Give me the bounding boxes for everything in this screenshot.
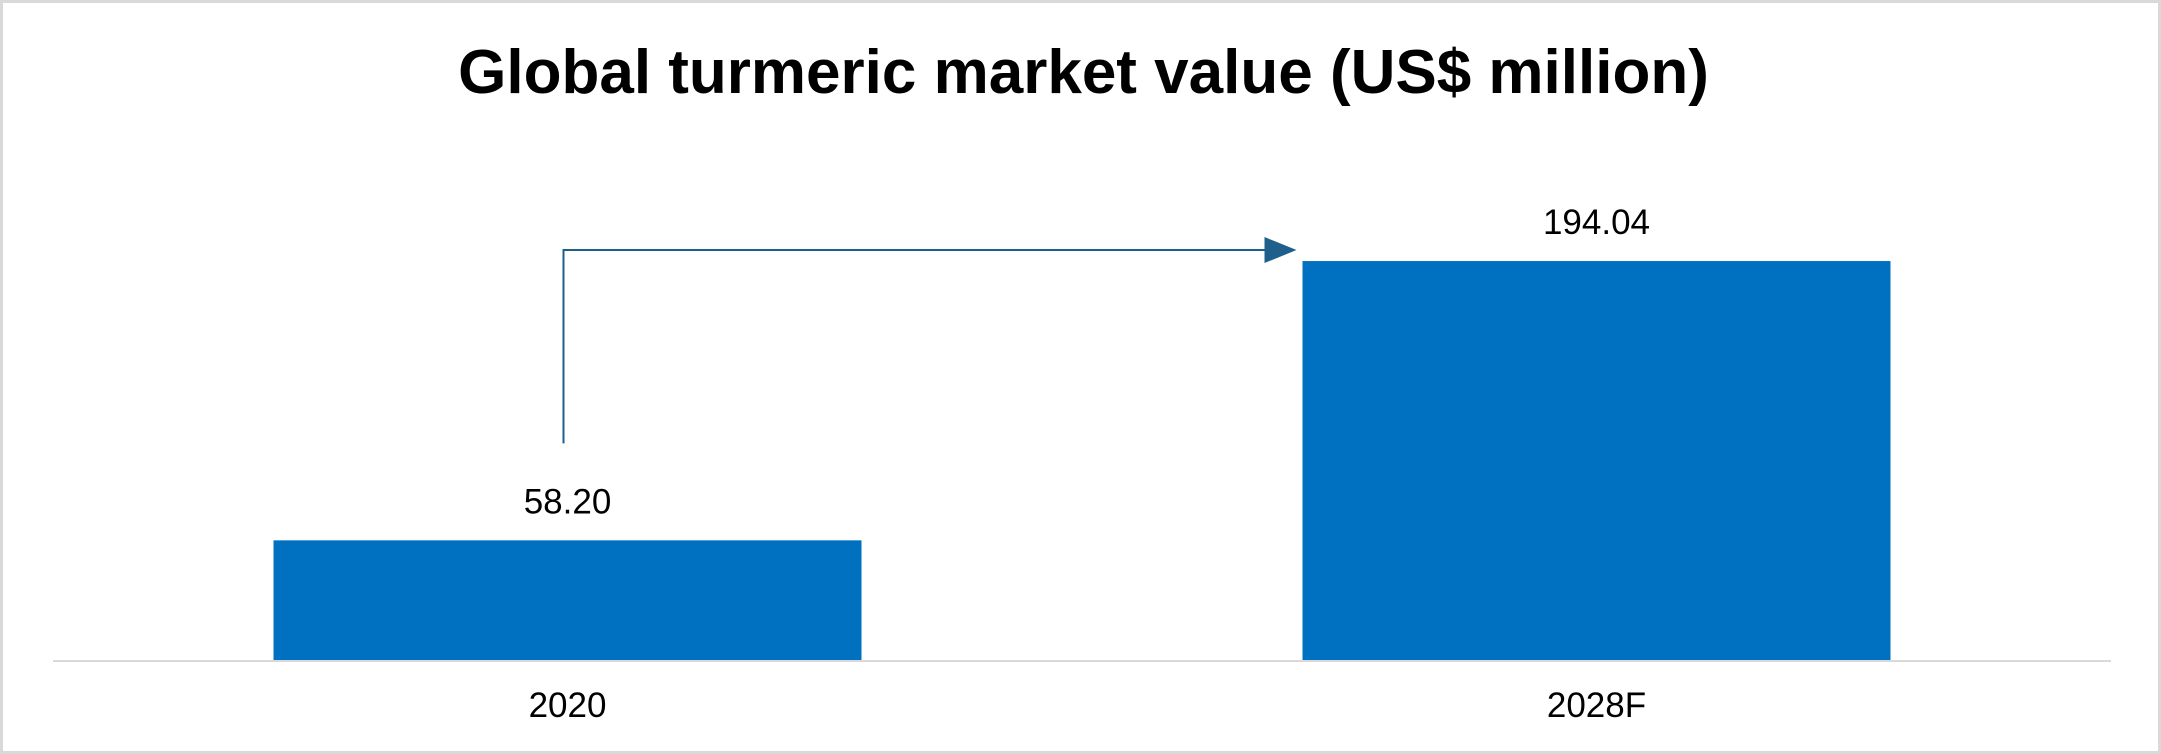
growth-arrow [562,237,1297,444]
bar-chart: 58.20 194.04 2020 2028F [53,203,2111,725]
bar-2020 [273,540,862,660]
data-label-2020: 58.20 [524,482,612,521]
chart-title: Global turmeric market value (US$ millio… [458,38,1709,107]
data-labels: 58.20 194.04 [524,203,1650,521]
bar-series [273,261,1891,660]
x-tick-2028f: 2028F [1547,686,1646,725]
data-label-2028f: 194.04 [1543,203,1650,242]
growth-arrow-line [562,249,1267,444]
x-tick-labels: 2020 2028F [529,686,1647,725]
growth-arrow-head [1264,237,1297,264]
x-tick-2020: 2020 [529,686,607,725]
bar-2028f [1302,261,1891,660]
